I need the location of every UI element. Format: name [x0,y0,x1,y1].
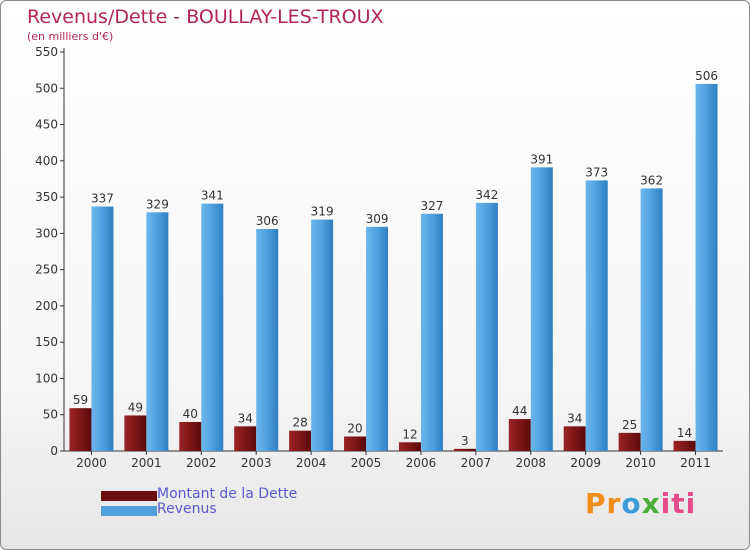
y-tick-label: 150 [35,335,58,349]
y-tick-label: 500 [35,81,58,95]
logo-part-4: iti [660,487,697,520]
bar-revenus [695,83,718,452]
data-label-dette: 40 [183,407,198,421]
bar-dette [179,421,202,451]
data-label-dette: 28 [292,416,307,430]
bar-dette [618,432,641,451]
y-tick-label: 100 [35,371,58,385]
y-tick-label: 250 [35,263,58,277]
bar-dette [124,415,147,451]
logo-part-2: o [621,487,642,520]
y-tick-label: 300 [35,226,58,240]
y-tick-label: 450 [35,118,58,132]
data-label-dette: 49 [128,400,143,414]
x-tick-label: 2005 [351,456,382,470]
bar-dette [453,448,476,451]
data-label-revenus: 342 [475,188,498,202]
bar-revenus [640,188,663,452]
bar-revenus [311,219,334,451]
bar-revenus [366,226,389,451]
logo-part-3: x [641,487,661,520]
x-tick-label: 2009 [570,456,601,470]
legend-label-revenus: Revenus [157,501,217,517]
data-label-revenus: 391 [530,152,553,166]
data-label-revenus: 337 [91,192,114,206]
data-label-dette: 44 [512,404,527,418]
data-label-revenus: 506 [695,69,718,83]
chart-title: Revenus/Dette - BOULLAY-LES-TROUX [27,6,384,28]
data-label-revenus: 327 [421,199,444,213]
y-tick-label: 50 [43,408,58,422]
data-label-dette: 34 [238,411,253,425]
data-label-dette: 20 [347,421,362,435]
bar-dette [673,440,696,451]
bar-revenus [475,202,498,451]
data-label-revenus: 329 [146,197,169,211]
data-label-revenus: 362 [640,173,663,187]
x-tick-label: 2001 [131,456,162,470]
data-label-dette: 14 [677,426,692,440]
bar-revenus [585,180,608,451]
bar-dette [234,426,257,451]
bar-revenus [530,167,553,451]
data-label-dette: 25 [622,418,637,432]
bar-dette [289,430,312,451]
data-label-dette: 34 [567,411,582,425]
data-label-dette: 59 [73,393,88,407]
bar-revenus [91,206,114,451]
data-label-dette: 12 [402,427,417,441]
proxiti-logo: Proxiti [585,487,696,520]
legend-label-dette: Montant de la Dette [157,486,298,502]
data-label-revenus: 341 [201,189,224,203]
data-label-revenus: 319 [311,205,334,219]
data-label-revenus: 306 [256,214,279,228]
x-tick-label: 2011 [680,456,711,470]
x-tick-label: 2000 [76,456,107,470]
x-tick-label: 2010 [625,456,656,470]
data-label-dette: 3 [461,434,469,448]
x-tick-label: 2002 [186,456,217,470]
bar-dette [344,436,367,451]
data-label-revenus: 309 [366,212,389,226]
bar-dette [563,426,586,451]
bar-dette [508,419,531,451]
x-tick-label: 2008 [516,456,547,470]
bar-dette [69,408,92,451]
y-tick-label: 550 [35,45,58,59]
logo-part-1: Pr [585,487,622,520]
y-tick-label: 350 [35,190,58,204]
chart-subtitle: (en milliers d'€) [27,30,114,43]
x-tick-label: 2004 [296,456,327,470]
bar-revenus [201,203,224,451]
y-tick-label: 0 [50,444,58,458]
bar-revenus [146,212,169,451]
y-tick-label: 400 [35,154,58,168]
bar-dette [398,442,421,451]
y-tick-label: 200 [35,299,58,313]
data-label-revenus: 373 [585,165,608,179]
bar-revenus [420,213,443,451]
bar-revenus [256,229,279,451]
legend-swatch-revenus [101,506,157,516]
x-tick-label: 2006 [406,456,437,470]
x-tick-label: 2003 [241,456,272,470]
x-tick-label: 2007 [461,456,492,470]
legend-swatch-dette [101,491,157,501]
